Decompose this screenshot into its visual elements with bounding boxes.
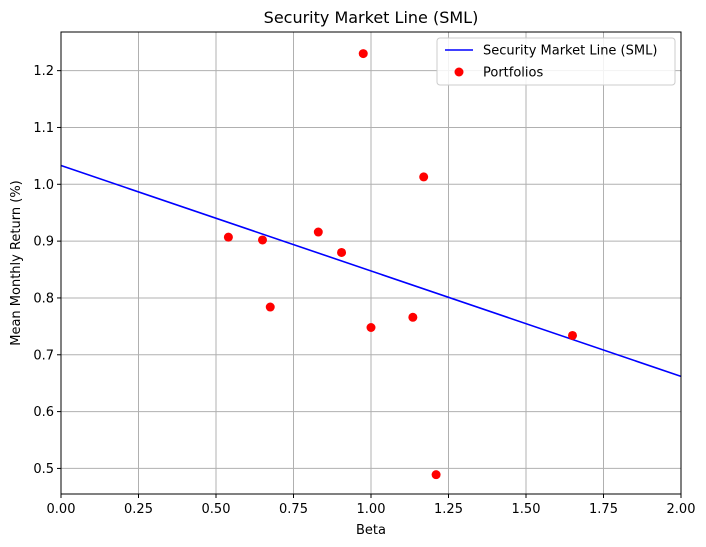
portfolio-point bbox=[366, 322, 376, 332]
y-tick-label: 1.0 bbox=[33, 178, 54, 193]
chart-title: Security Market Line (SML) bbox=[264, 8, 479, 27]
legend-label-sml: Security Market Line (SML) bbox=[483, 44, 657, 59]
y-tick-label: 1.2 bbox=[33, 64, 54, 79]
y-tick-label: 0.6 bbox=[33, 405, 54, 420]
portfolio-point bbox=[431, 470, 441, 480]
x-axis-label: Beta bbox=[356, 523, 386, 538]
x-tick-label: 1.25 bbox=[434, 502, 463, 517]
x-tick-label: 1.00 bbox=[357, 502, 386, 517]
portfolio-point bbox=[258, 235, 267, 245]
y-tick-label: 1.1 bbox=[33, 121, 54, 136]
x-tick-label: 0.50 bbox=[202, 502, 231, 517]
plot-area bbox=[60, 49, 682, 480]
y-tick-label: 0.7 bbox=[33, 348, 54, 363]
portfolio-point bbox=[223, 232, 233, 242]
legend: Security Market Line (SML) Portfolios bbox=[436, 37, 676, 86]
x-tick-label: 0.25 bbox=[124, 502, 153, 517]
y-tick-label: 0.9 bbox=[33, 235, 54, 250]
portfolio-point bbox=[408, 312, 418, 322]
y-tick-label: 0.5 bbox=[33, 462, 54, 477]
legend-label-portfolios: Portfolios bbox=[483, 66, 543, 81]
sml-line bbox=[60, 164, 682, 378]
portfolio-point bbox=[358, 49, 368, 59]
x-tick-label: 2.00 bbox=[667, 502, 696, 517]
x-tick-label: 1.75 bbox=[589, 502, 618, 517]
x-axis: 0.00 0.25 0.50 0.75 1.00 1.25 1.50 1.75 2.00 bbox=[47, 494, 696, 517]
portfolio-point bbox=[313, 227, 323, 237]
portfolio-point bbox=[337, 247, 347, 257]
y-tick-label: 0.8 bbox=[33, 291, 54, 306]
legend-box bbox=[436, 37, 676, 86]
x-tick-label: 0.00 bbox=[47, 502, 76, 517]
portfolio-point bbox=[568, 330, 577, 340]
x-tick-label: 1.50 bbox=[512, 502, 541, 517]
portfolio-point bbox=[419, 172, 429, 182]
x-tick-label: 0.75 bbox=[279, 502, 308, 517]
legend-marker-swatch bbox=[454, 67, 464, 77]
y-axis: 0.5 0.6 0.7 0.8 0.9 1.0 1.1 1.2 bbox=[33, 64, 61, 477]
portfolio-point bbox=[265, 302, 275, 312]
y-axis-label: Mean Monthly Return (%) bbox=[9, 180, 24, 346]
